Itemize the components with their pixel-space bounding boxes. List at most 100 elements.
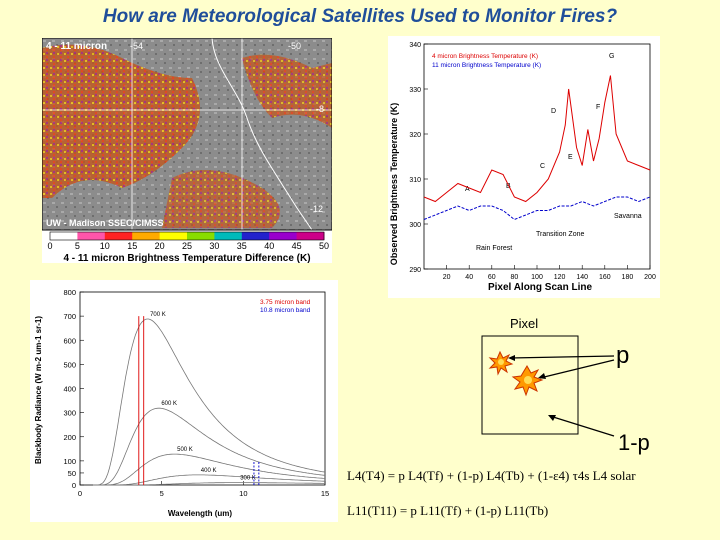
blackbody-chart-panel: Blackbody Radiance (W m-2 um-1 sr-1) Wav… bbox=[30, 280, 338, 522]
bb-curve bbox=[93, 482, 325, 486]
satellite-image-panel: 4 - 11 micron -54 -50 -8 -12 UW - Madiso… bbox=[41, 37, 333, 264]
bb-ytick-label: 50 bbox=[68, 469, 76, 478]
bb-plot-frame bbox=[79, 291, 326, 486]
annotation-c: C bbox=[540, 163, 545, 170]
lon-label-right: -50 bbox=[288, 41, 301, 51]
temp-legend-11um: 11 micron Brightness Temperature (K) bbox=[432, 62, 541, 69]
equation-11um: L11(T11) = p L11(Tf) + (1-p) L11(Tb) bbox=[347, 503, 549, 518]
temp-ytick-label: 310 bbox=[409, 177, 421, 184]
brightness-temp-chart: Observed Brightness Temperature (K) Pixe… bbox=[389, 42, 656, 293]
bb-legend-108: 10.8 micron band bbox=[260, 307, 311, 314]
annotation-b: B bbox=[506, 183, 511, 190]
brightness-temp-chart-panel: Observed Brightness Temperature (K) Pixe… bbox=[388, 36, 660, 298]
bb-curve bbox=[93, 318, 326, 486]
temp-xtick-label: 200 bbox=[644, 274, 656, 281]
lat-label-bottom: -12 bbox=[310, 204, 323, 214]
bb-curve-label: 500 K bbox=[177, 447, 193, 453]
temp-series-line bbox=[423, 196, 651, 221]
bb-curve-label: 300 K bbox=[240, 476, 256, 482]
satellite-image-svg: 4 - 11 micron -54 -50 -8 -12 UW - Madiso… bbox=[41, 37, 333, 264]
bb-ytick-label: 400 bbox=[63, 385, 76, 394]
colorbar-tick-label: 50 bbox=[319, 241, 329, 251]
colorbar-frame bbox=[49, 231, 325, 241]
temp-xtick-label: 100 bbox=[531, 274, 543, 281]
temp-xtick-label: 140 bbox=[576, 274, 588, 281]
bb-ytick-label: 300 bbox=[63, 409, 76, 418]
bb-xtick-label: 5 bbox=[160, 489, 164, 498]
colorbar-segment bbox=[296, 232, 325, 240]
page-title: How are Meteorological Satellites Used t… bbox=[102, 6, 618, 27]
colorbar-caption: 4 - 11 micron Brightness Temperature Dif… bbox=[63, 253, 310, 263]
temp-ytick-label: 290 bbox=[409, 267, 421, 274]
colorbar-tick-label: 15 bbox=[127, 241, 137, 251]
colorbar-segment bbox=[104, 232, 133, 240]
temp-ytick-label: 300 bbox=[409, 222, 421, 229]
bb-curve bbox=[93, 453, 326, 486]
bb-ytick-label: 500 bbox=[63, 360, 76, 369]
temp-xtick-label: 20 bbox=[443, 274, 451, 281]
bb-xtick-label: 0 bbox=[78, 489, 82, 498]
annotation-f: F bbox=[596, 104, 600, 111]
credit-label: UW - Madison SSEC/CIMSS bbox=[46, 218, 164, 228]
annotation-g: G bbox=[609, 53, 614, 60]
temp-ytick-label: 320 bbox=[409, 132, 421, 139]
colorbar-tick-label: 20 bbox=[155, 241, 165, 251]
bb-ytick-label: 600 bbox=[63, 336, 76, 345]
region-rainforest: Rain Forest bbox=[476, 245, 512, 252]
annotation-d: D bbox=[551, 108, 556, 115]
annotation-a: A bbox=[465, 186, 470, 193]
temp-ytick-label: 330 bbox=[409, 87, 421, 94]
pixel-box bbox=[481, 335, 579, 435]
bb-ytick-label: 800 bbox=[63, 288, 76, 297]
bb-legend-375: 3.75 micron band bbox=[260, 299, 311, 306]
colorbar-segment bbox=[269, 232, 298, 240]
colorbar-tick-label: 10 bbox=[100, 241, 110, 251]
bb-xtick-label: 10 bbox=[239, 489, 247, 498]
temp-legend-4um: 4 micron Brightness Temperature (K) bbox=[432, 53, 538, 60]
annotation-e: E bbox=[568, 154, 573, 161]
colorbar-tick-label: 45 bbox=[292, 241, 302, 251]
temp-xtick-label: 180 bbox=[622, 274, 634, 281]
colorbar bbox=[49, 231, 325, 241]
colorbar-segment bbox=[187, 232, 215, 240]
colorbar-segment bbox=[159, 232, 188, 240]
temp-xtick-label: 40 bbox=[465, 274, 473, 281]
region-transition: Transition Zone bbox=[536, 231, 584, 238]
blackbody-chart: Blackbody Radiance (W m-2 um-1 sr-1) Wav… bbox=[34, 288, 329, 518]
colorbar-segment bbox=[214, 232, 243, 240]
colorbar-tick-label: 35 bbox=[237, 241, 247, 251]
bb-curve-label: 400 K bbox=[201, 468, 217, 474]
colorbar-segment bbox=[241, 232, 270, 240]
colorbar-segment bbox=[132, 232, 161, 240]
temp-xtick-label: 120 bbox=[554, 274, 566, 281]
bb-ytick-label: 0 bbox=[72, 481, 76, 490]
bb-curve bbox=[93, 407, 326, 486]
colorbar-segment bbox=[50, 232, 78, 240]
bb-ytick-label: 200 bbox=[63, 433, 76, 442]
colorbar-tick-label: 40 bbox=[264, 241, 274, 251]
temp-series-line bbox=[423, 75, 651, 203]
colorbar-ticks: 0 5 10 15 20 25 30 35 40 45 50 bbox=[47, 241, 329, 251]
lon-label-left: -54 bbox=[130, 41, 143, 51]
colorbar-tick-label: 30 bbox=[209, 241, 219, 251]
lat-label-mid: -8 bbox=[316, 104, 324, 114]
temp-xtick-label: 60 bbox=[488, 274, 496, 281]
bb-chart-xlabel: Wavelength (um) bbox=[168, 509, 232, 518]
colorbar-tick-label: 5 bbox=[75, 241, 80, 251]
bb-xtick-label: 15 bbox=[321, 489, 329, 498]
band-label: 4 - 11 micron bbox=[46, 41, 107, 52]
temp-xtick-label: 160 bbox=[599, 274, 611, 281]
colorbar-segment bbox=[77, 232, 106, 240]
bb-ytick-label: 700 bbox=[63, 312, 76, 321]
temp-chart-xlabel: Pixel Along Scan Line bbox=[488, 282, 593, 293]
bb-curve-label: 700 K bbox=[150, 312, 166, 318]
pixel-diagram bbox=[481, 335, 615, 437]
colorbar-tick-label: 0 bbox=[47, 241, 52, 251]
p-label: p bbox=[616, 342, 630, 369]
colorbar-tick-label: 25 bbox=[182, 241, 192, 251]
bb-curve-label: 600 K bbox=[161, 401, 177, 407]
temp-xtick-label: 80 bbox=[511, 274, 519, 281]
temp-chart-ylabel: Observed Brightness Temperature (K) bbox=[389, 103, 399, 265]
pixel-label: Pixel bbox=[510, 316, 539, 331]
temp-ytick-label: 340 bbox=[409, 42, 421, 49]
